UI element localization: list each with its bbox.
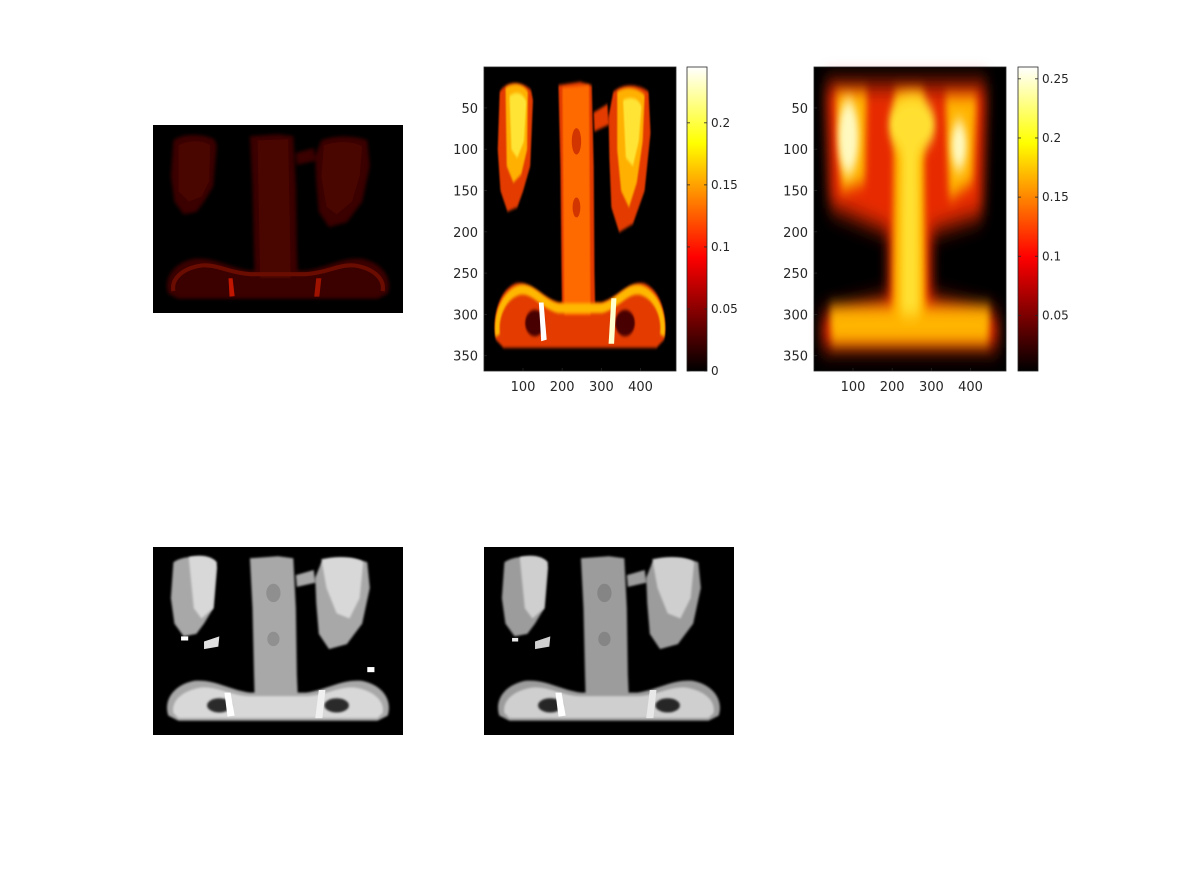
y-tick-label: 350 [783,350,808,365]
colorbar-tick-label: 0 [711,364,719,378]
colorbar-tick-label: 0.15 [1042,190,1069,204]
y-tick-label: 100 [453,143,478,158]
top-left-image [153,125,403,313]
colorbar-tick-label: 0.25 [1042,72,1069,86]
y-tick-label: 250 [783,267,808,282]
top-right-plot-area [813,66,1007,372]
top-middle-x-ticks: 100 200 300 400 [511,368,653,395]
colorbar-tick-label: 0.05 [1042,308,1069,322]
colorbar-tick-label: 0.15 [711,178,738,192]
top-middle-colorbar: 0 0.05 0.1 0.15 0.2 [686,66,738,378]
bottom-middle-image [484,547,734,735]
y-tick-label: 50 [461,102,478,117]
colorbar-tick-label: 0.1 [711,240,730,254]
y-tick-label: 100 [783,143,808,158]
x-tick-label: 300 [919,380,944,395]
y-tick-label: 300 [453,308,478,323]
top-right-colorbar: 0.05 0.1 0.15 0.2 0.25 [1017,66,1069,372]
x-tick-label: 400 [628,380,653,395]
x-tick-label: 100 [841,380,866,395]
x-tick-label: 200 [880,380,905,395]
y-tick-label: 200 [783,226,808,241]
y-tick-label: 250 [453,267,478,282]
top-middle-colorbar-ticks: 0 0.05 0.1 0.15 0.2 [687,116,738,378]
top-right-x-ticks: 100 200 300 400 [841,368,983,395]
y-tick-label: 150 [783,185,808,200]
y-tick-label: 150 [453,185,478,200]
top-middle-plot-area [483,66,677,372]
y-tick-label: 50 [791,102,808,117]
x-tick-label: 300 [589,380,614,395]
bottom-left-image [153,547,403,735]
colorbar-tick-label: 0.05 [711,302,738,316]
top-right-y-ticks: 50 100 150 200 250 300 350 [783,102,817,365]
x-tick-label: 200 [550,380,575,395]
x-tick-label: 100 [511,380,536,395]
top-right-colorbar-ticks: 0.05 0.1 0.15 0.2 0.25 [1018,72,1069,322]
y-tick-label: 300 [783,308,808,323]
colorbar-tick-label: 0.1 [1042,249,1061,263]
top-middle-y-ticks: 50 100 150 200 250 300 350 [453,102,487,365]
colorbar-tick-label: 0.2 [711,116,730,130]
y-tick-label: 350 [453,350,478,365]
x-tick-label: 400 [958,380,983,395]
y-tick-label: 200 [453,226,478,241]
colorbar-tick-label: 0.2 [1042,131,1061,145]
